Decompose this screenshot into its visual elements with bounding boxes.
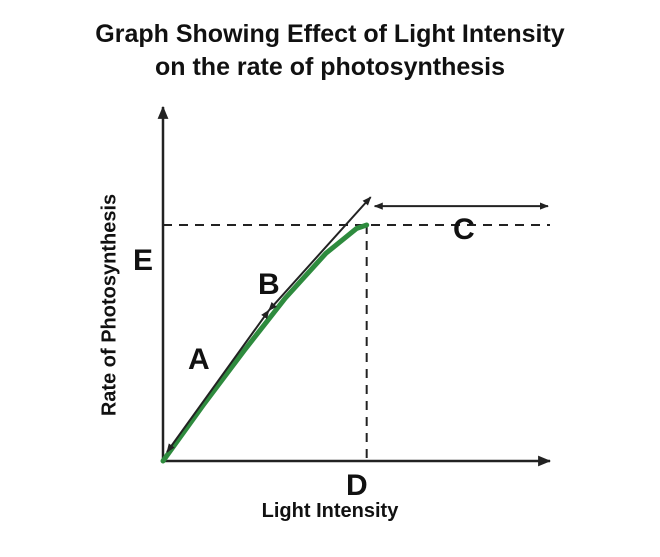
annotation-label-a: A [188,343,210,376]
chart-title: Graph Showing Effect of Light Intensity … [0,18,660,84]
y-axis-label: Rate of Photosynthesis [98,193,121,417]
annotation-arrow-a [166,309,270,453]
x-axis-label: Light Intensity [261,500,399,522]
annotation-label-c: C [453,213,475,246]
reference-label-e: E [133,244,153,277]
chart-title-line-1: Graph Showing Effect of Light Intensity [95,20,565,48]
chart-title-line-2: on the rate of photosynthesis [154,53,506,81]
annotation-arrow-b [268,196,372,312]
reference-label-d: D [346,469,368,502]
annotation-label-b: B [258,268,280,301]
